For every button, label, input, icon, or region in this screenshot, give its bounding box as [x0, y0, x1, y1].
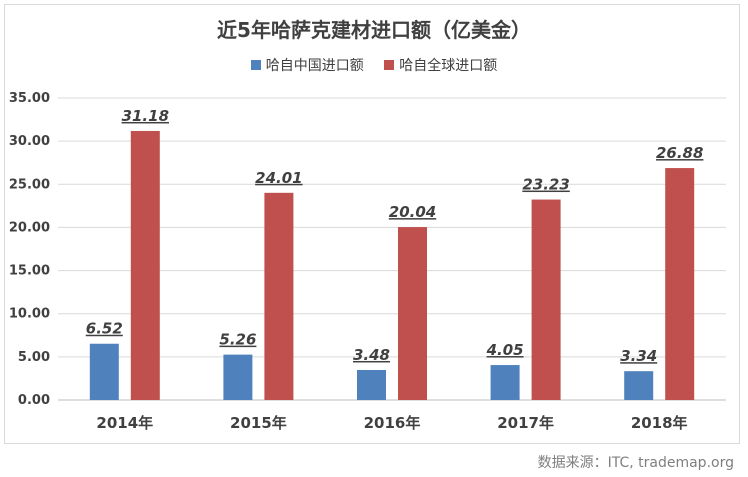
data-label-global: 24.01: [255, 169, 302, 187]
data-label-global: 26.88: [656, 144, 703, 162]
bar-global: [264, 192, 294, 400]
y-tick-label: 25.00: [9, 177, 50, 192]
bar-china: [223, 354, 253, 400]
chart-title: 近5年哈萨克建材进口额（亿美金）: [217, 18, 531, 42]
legend-label-china: 哈自中国进口额: [265, 58, 364, 74]
y-tick-label: 20.00: [9, 220, 50, 235]
bar-china: [89, 343, 119, 400]
data-label-china: 5.26: [219, 331, 256, 349]
y-tick-label: 5.00: [18, 350, 50, 365]
y-tick-label: 10.00: [9, 307, 50, 322]
x-tick-label: 2015年: [230, 414, 287, 432]
legend-swatch-china: [250, 60, 261, 70]
bar-global: [398, 227, 427, 400]
data-label-global: 23.23: [522, 176, 569, 194]
source-note: 数据来源：ITC, trademap.org: [537, 455, 734, 471]
x-tick-label: 2014年: [96, 414, 153, 432]
chart-legend: 哈自中国进口额 哈自全球进口额: [0, 55, 748, 75]
data-label-china: 4.05: [486, 341, 524, 359]
y-tick-label: 35.00: [9, 91, 50, 106]
legend-swatch-global: [384, 60, 395, 70]
x-tick-label: 2017年: [497, 414, 554, 432]
data-label-china: 3.48: [353, 346, 390, 364]
data-label-china: 3.34: [620, 347, 657, 365]
bar-china: [357, 369, 386, 400]
y-tick-label: 30.00: [9, 134, 50, 149]
x-tick-label: 2018年: [631, 414, 688, 432]
data-label-global: 31.18: [122, 107, 169, 125]
legend-item-china: 哈自中国进口额: [250, 55, 364, 75]
legend-item-global: 哈自全球进口额: [384, 55, 497, 75]
bar-global: [130, 130, 160, 401]
x-tick-label: 2016年: [364, 414, 421, 432]
y-tick-label: 0.00: [18, 393, 50, 408]
bar-china: [624, 371, 654, 400]
data-label-global: 20.04: [389, 203, 436, 221]
bar-china: [490, 365, 520, 400]
data-label-china: 6.52: [86, 320, 123, 338]
bar-global: [665, 168, 695, 400]
legend-label-global: 哈自全球进口额: [399, 58, 498, 74]
y-tick-label: 15.00: [9, 264, 50, 279]
bar-global: [531, 199, 561, 400]
